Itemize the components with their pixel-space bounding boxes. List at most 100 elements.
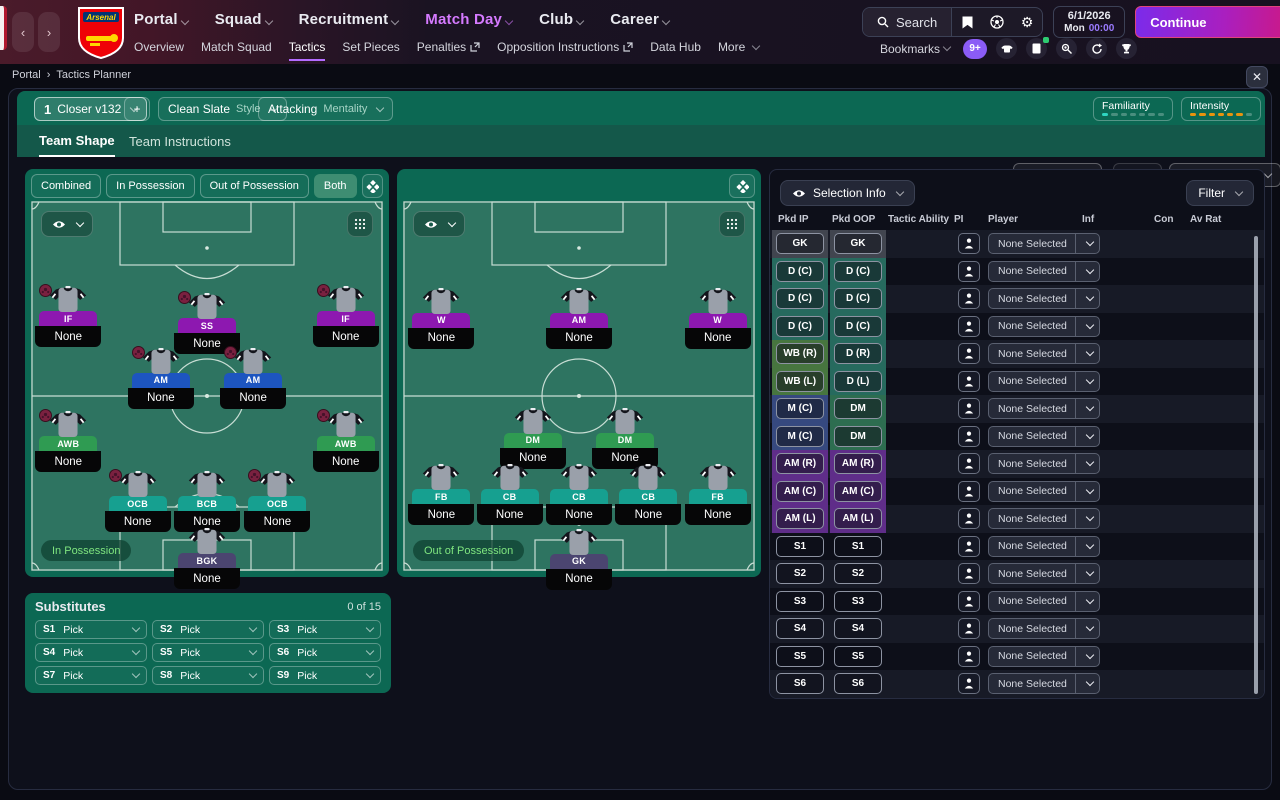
- player-select-dropdown[interactable]: None Selected: [988, 288, 1100, 309]
- player-position[interactable]: OCB None: [100, 469, 176, 533]
- pkd-ip-position-button[interactable]: M (C): [776, 425, 824, 447]
- game-date[interactable]: 6/1/2026 Mon 00:00: [1053, 6, 1126, 38]
- pkd-ip-position-button[interactable]: S4: [776, 618, 824, 639]
- substitute-pick-dropdown[interactable]: S8 Pick: [152, 666, 264, 685]
- main-nav-item[interactable]: Match Day: [425, 11, 514, 28]
- pkd-oop-position-button[interactable]: D (C): [834, 260, 882, 282]
- substitute-pick-dropdown[interactable]: S9 Pick: [269, 666, 381, 685]
- continue-button[interactable]: Continue: [1135, 6, 1280, 38]
- pkd-ip-position-button[interactable]: S5: [776, 645, 824, 667]
- pkd-oop-position-button[interactable]: S6: [834, 673, 882, 694]
- pitch-filter-button[interactable]: In Possession: [106, 174, 195, 198]
- pkd-ip-position-button[interactable]: D (C): [776, 260, 824, 282]
- bookmarks-dropdown[interactable]: Bookmarks: [880, 42, 952, 56]
- main-nav-item[interactable]: Career: [610, 11, 671, 28]
- selection-info-dropdown[interactable]: Selection Info: [780, 180, 915, 206]
- formation-grid-button[interactable]: [719, 211, 745, 237]
- substitute-pick-dropdown[interactable]: S1 Pick: [35, 620, 147, 639]
- pkd-oop-position-button[interactable]: GK: [834, 233, 882, 254]
- column-header-av-rat[interactable]: Av Rat: [1190, 214, 1222, 225]
- pkd-oop-position-button[interactable]: D (L): [834, 370, 882, 392]
- player-select-dropdown[interactable]: None Selected: [988, 618, 1100, 639]
- pkd-oop-position-button[interactable]: S1: [834, 535, 882, 557]
- player-select-dropdown[interactable]: None Selected: [988, 535, 1100, 557]
- pitch-filter-button[interactable]: Out of Possession: [199, 174, 309, 198]
- column-header-inf[interactable]: Inf: [1082, 214, 1095, 225]
- column-header-player[interactable]: Player: [988, 214, 1019, 225]
- player-select-dropdown[interactable]: None Selected: [988, 398, 1100, 419]
- pkd-oop-position-button[interactable]: D (C): [834, 315, 882, 337]
- scouting-icon[interactable]: [1056, 38, 1078, 59]
- player-select-dropdown[interactable]: None Selected: [988, 645, 1100, 667]
- player-position[interactable]: W None: [680, 287, 756, 349]
- player-instructions-button[interactable]: [958, 453, 980, 474]
- player-select-dropdown[interactable]: None Selected: [988, 370, 1100, 392]
- player-instructions-button[interactable]: [958, 260, 980, 282]
- player-select-dropdown[interactable]: None Selected: [988, 425, 1100, 447]
- pkd-ip-position-button[interactable]: D (C): [776, 288, 824, 309]
- pkd-ip-position-button[interactable]: AM (C): [776, 480, 824, 502]
- pitch-options-button[interactable]: [361, 174, 383, 198]
- style-dropdown[interactable]: Clean Slate Style: [158, 97, 287, 121]
- sub-nav-item[interactable]: Overview: [134, 40, 185, 54]
- back-button[interactable]: ‹: [12, 12, 34, 52]
- pitch-filter-button[interactable]: Combined: [31, 174, 102, 198]
- player-select-dropdown[interactable]: None Selected: [988, 508, 1100, 529]
- close-panel-button[interactable]: ✕: [1246, 66, 1268, 88]
- pkd-ip-position-button[interactable]: M (C): [776, 398, 824, 419]
- pkd-ip-position-button[interactable]: GK: [776, 233, 824, 254]
- player-position[interactable]: BCB None: [169, 471, 245, 533]
- sub-nav-item[interactable]: Penalties: [417, 40, 480, 54]
- pkd-ip-position-button[interactable]: WB (R): [776, 343, 824, 364]
- pkd-oop-position-button[interactable]: D (C): [834, 288, 882, 309]
- forward-button[interactable]: ›: [38, 12, 60, 52]
- pkd-oop-position-button[interactable]: DM: [834, 398, 882, 419]
- player-select-dropdown[interactable]: None Selected: [988, 315, 1100, 337]
- player-instructions-button[interactable]: [958, 535, 980, 557]
- player-instructions-button[interactable]: [958, 233, 980, 254]
- inbox-badge[interactable]: 9+: [963, 38, 988, 59]
- player-position[interactable]: DM None: [495, 407, 571, 469]
- column-header-pkd-oop[interactable]: Pkd OOP: [832, 214, 876, 225]
- pkd-ip-position-button[interactable]: WB (L): [776, 370, 824, 392]
- tab-team-instructions[interactable]: Team Instructions: [129, 133, 231, 149]
- player-position[interactable]: AWB None: [308, 409, 384, 473]
- club-crest-arsenal[interactable]: Arsenal: [76, 6, 126, 60]
- pkd-oop-position-button[interactable]: S3: [834, 590, 882, 612]
- player-position[interactable]: AWB None: [30, 409, 106, 473]
- column-header-con[interactable]: Con: [1154, 214, 1174, 225]
- substitute-pick-dropdown[interactable]: S7 Pick: [35, 666, 147, 685]
- player-position[interactable]: DM None: [587, 407, 663, 469]
- player-instructions-button[interactable]: [958, 508, 980, 529]
- vertical-scrollbar[interactable]: [1254, 236, 1258, 694]
- player-select-dropdown[interactable]: None Selected: [988, 233, 1100, 254]
- formation-grid-button[interactable]: [347, 211, 373, 237]
- sub-nav-item[interactable]: Match Squad: [201, 40, 272, 54]
- pitch-visibility-dropdown[interactable]: [41, 211, 93, 237]
- column-header-tactic-ability[interactable]: Tactic Ability: [888, 214, 950, 225]
- search-input[interactable]: Search: [863, 8, 953, 36]
- pkd-oop-position-button[interactable]: S2: [834, 563, 882, 584]
- pitch-filter-button[interactable]: Both: [313, 174, 357, 198]
- player-position[interactable]: FB None: [403, 464, 479, 526]
- player-instructions-button[interactable]: [958, 618, 980, 639]
- squad-shirt-icon[interactable]: [996, 38, 1018, 59]
- column-header-pkd-ip[interactable]: Pkd IP: [778, 214, 809, 225]
- mentality-dropdown[interactable]: Attacking Mentality: [258, 97, 394, 121]
- notes-icon[interactable]: [952, 8, 982, 36]
- player-select-dropdown[interactable]: None Selected: [988, 673, 1100, 694]
- player-position[interactable]: AM None: [215, 345, 291, 409]
- pitch-options-button[interactable]: [729, 174, 755, 198]
- player-select-dropdown[interactable]: None Selected: [988, 480, 1100, 502]
- pkd-oop-position-button[interactable]: AM (R): [834, 453, 882, 474]
- player-instructions-button[interactable]: [958, 425, 980, 447]
- player-position[interactable]: AM None: [123, 345, 199, 409]
- player-select-dropdown[interactable]: None Selected: [988, 590, 1100, 612]
- player-position[interactable]: IF None: [30, 284, 106, 348]
- player-select-dropdown[interactable]: None Selected: [988, 563, 1100, 584]
- main-nav-item[interactable]: Portal: [134, 11, 189, 28]
- player-select-dropdown[interactable]: None Selected: [988, 453, 1100, 474]
- player-position[interactable]: CB None: [541, 464, 617, 526]
- player-instructions-button[interactable]: [958, 590, 980, 612]
- pkd-ip-position-button[interactable]: AM (R): [776, 453, 824, 474]
